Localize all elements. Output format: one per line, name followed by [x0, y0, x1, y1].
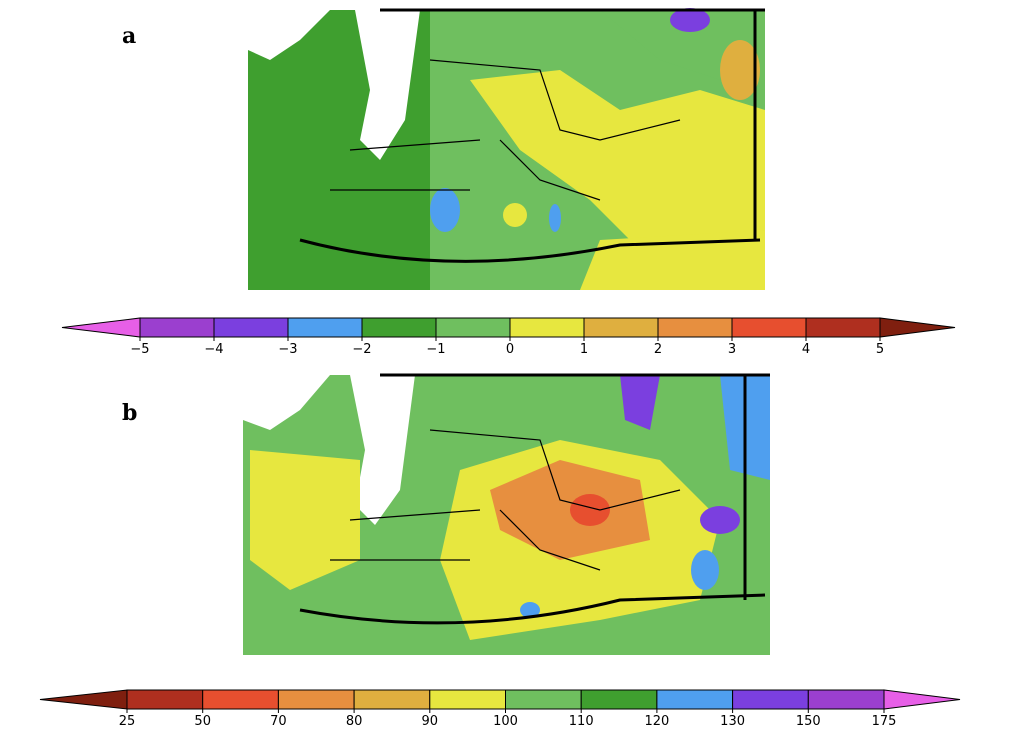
colorbar-segment [583, 317, 659, 338]
colorbar-tick-label: 120 [644, 714, 669, 729]
colorbar-tick-label: −5 [130, 342, 149, 357]
colorbar-tick-label: 90 [422, 714, 439, 729]
colorbar-segment [807, 689, 885, 710]
colorbar-tick-label: −4 [204, 342, 223, 357]
colorbar-segment [213, 317, 289, 338]
colorbar-segment [361, 317, 437, 338]
colorbar-segment [505, 689, 582, 710]
colorbar-tick-label: 4 [802, 342, 810, 357]
colorbar-tick-label: 2 [654, 342, 662, 357]
colorbar-tick-label: 25 [119, 714, 136, 729]
colorbar-tick-label: 0 [506, 342, 514, 357]
colorbar-segment [429, 689, 506, 710]
map-a [248, 8, 765, 290]
colorbar-tick-label: 110 [569, 714, 594, 729]
map-b [243, 373, 770, 655]
colorbar-segment [580, 689, 658, 710]
panel-label: b [122, 400, 137, 426]
colorbar-segment [126, 689, 204, 710]
colorbar-tick-label: 5 [876, 342, 884, 357]
colorbar-tick-label: 3 [728, 342, 736, 357]
colorbar-high-arrow [883, 689, 961, 710]
colorbar-segment [353, 689, 431, 710]
colorbar-segment [732, 689, 809, 710]
colorbar-tick-label: 70 [270, 714, 287, 729]
colorbar-tick-label: 80 [346, 714, 363, 729]
colorbar-tick-label: 50 [194, 714, 211, 729]
panel-label: a [122, 23, 136, 49]
colorbar-low-arrow [39, 689, 128, 710]
colorbar-tick-label: −1 [426, 342, 445, 357]
colorbar-segment [657, 317, 733, 338]
colorbar-segment [731, 317, 807, 338]
colorbar-segment [509, 317, 585, 338]
colorbar-segment [435, 317, 511, 338]
colorbar-segment [277, 689, 355, 710]
colorbar-segment [287, 317, 363, 338]
colorbar-tick-label: −2 [352, 342, 371, 357]
colorbar-tick-label: 100 [493, 714, 518, 729]
colorbar-segment [139, 317, 215, 338]
colorbar-tick-label: 175 [872, 714, 897, 729]
colorbar-high-arrow [879, 317, 956, 338]
colorbar-segment [805, 317, 881, 338]
colorbar-segment [202, 689, 279, 710]
colorbar-low-arrow [61, 317, 141, 338]
colorbar-tick-label: −3 [278, 342, 297, 357]
colorbar-tick-label: 130 [720, 714, 745, 729]
colorbar-tick-label: 1 [580, 342, 588, 357]
colorbar-segment [656, 689, 734, 710]
colorbar-tick-label: 150 [796, 714, 821, 729]
